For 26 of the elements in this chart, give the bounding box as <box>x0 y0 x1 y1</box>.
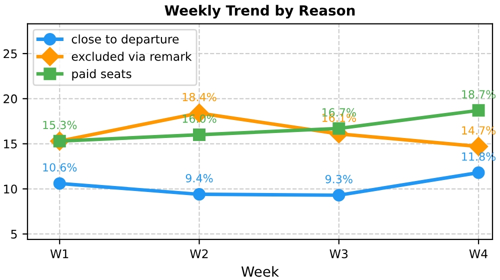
point <box>472 104 485 117</box>
x-axis-title: Week <box>241 266 279 277</box>
legend-label: close to departure <box>72 34 179 46</box>
y-tick-label: 20 <box>4 94 17 104</box>
y-tick-label: 25 <box>4 49 17 58</box>
y-tick-label: 5 <box>11 230 17 239</box>
point <box>193 188 206 201</box>
legend-label: excluded via remark <box>72 52 192 61</box>
point <box>193 128 206 142</box>
y-tick-label: 10 <box>4 184 17 194</box>
point <box>332 188 346 202</box>
x-tick-label: W1 <box>50 249 68 258</box>
legend-label: paid seats <box>72 69 132 81</box>
point <box>472 166 485 179</box>
data-label: 10.6% <box>43 163 77 172</box>
x-tick-label: W2 <box>190 249 208 258</box>
x-tick-label: W3 <box>330 249 348 258</box>
x-tick-label: W4 <box>469 249 488 258</box>
point <box>53 177 66 190</box>
data-label: 15.3% <box>43 120 77 130</box>
chart-title: Weekly Trend by Reason <box>164 4 355 18</box>
point <box>332 122 346 135</box>
data-label: 9.3% <box>325 174 352 184</box>
y-tick-label: 15 <box>4 140 17 148</box>
data-label: 9.4% <box>186 174 213 182</box>
data-label: 18.4% <box>182 92 216 102</box>
